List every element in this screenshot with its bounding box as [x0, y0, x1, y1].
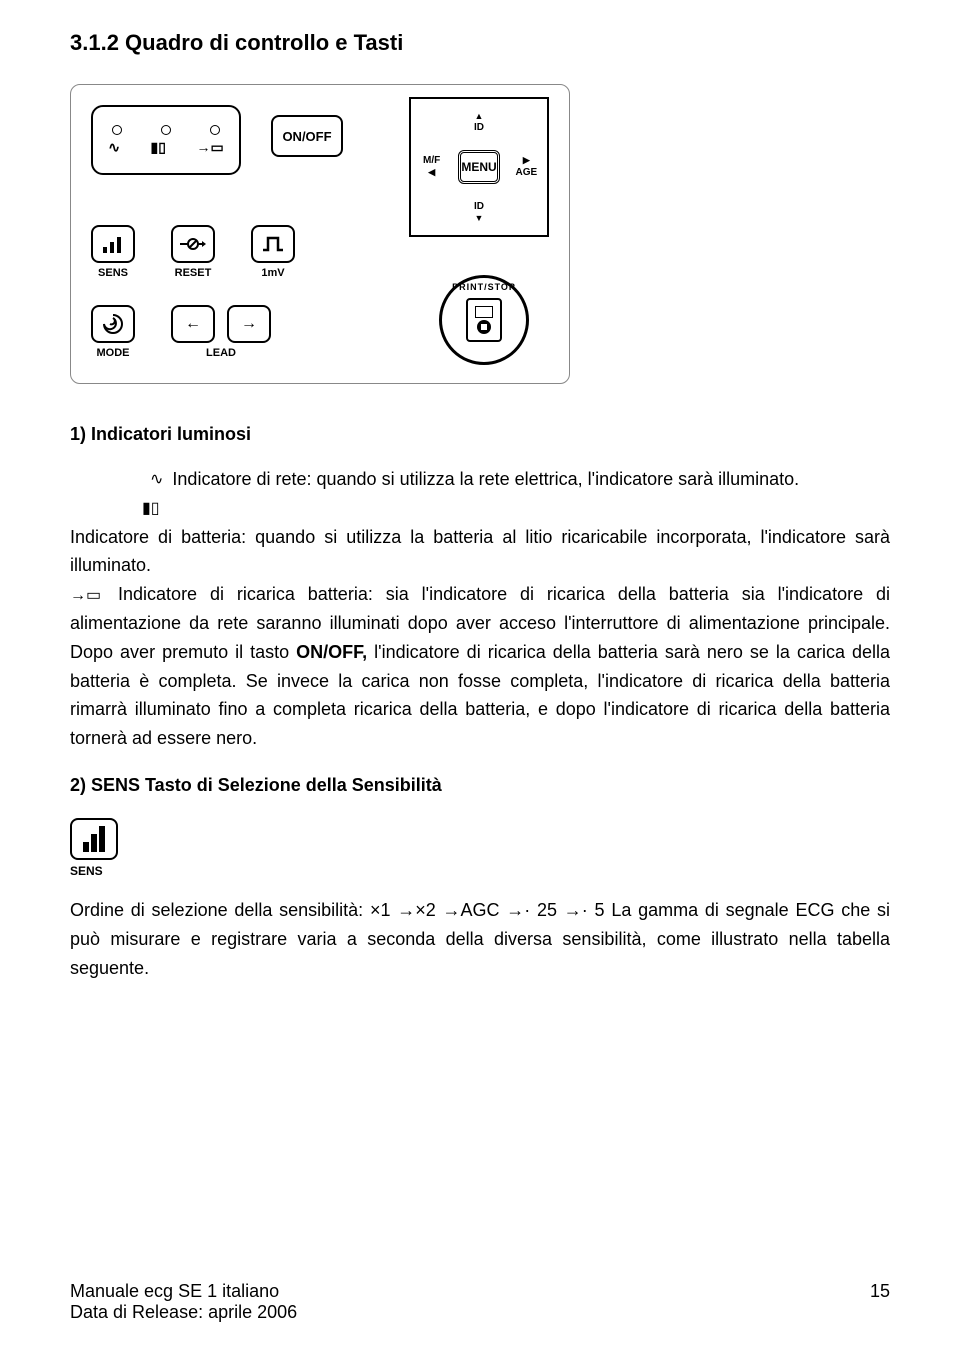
subsection-1-title: 1) Indicatori luminosi — [70, 424, 890, 445]
mode-label: MODE — [97, 347, 130, 359]
page-number: 15 — [870, 1281, 890, 1323]
menu-button[interactable]: MENU — [458, 150, 499, 183]
reset-label: RESET — [175, 267, 212, 279]
para-batteria: Indicatore di batteria: quando si utiliz… — [70, 527, 890, 576]
onoff-button[interactable]: ON/OFF — [271, 115, 343, 157]
dpad-down-button[interactable]: ID▼ — [452, 190, 505, 235]
indicator-led-group: ∿ ▮▯ →▭ — [91, 105, 241, 175]
lead-right-button[interactable]: → — [227, 305, 271, 343]
battery-inline-icon: ▮▯ — [142, 496, 160, 522]
charge-inline-icon: →▭ — [70, 583, 101, 609]
1mv-button[interactable] — [251, 225, 295, 263]
footer-release-date: Data di Release: aprile 2006 — [70, 1302, 297, 1323]
sens-figure: SENS — [70, 818, 890, 878]
control-panel-figure: ∿ ▮▯ →▭ ON/OFF ▲ID M/F◀ MENU ▶AGE ID▼ SE… — [70, 84, 570, 384]
para-sens: Ordine di selezione della sensibilità: ×… — [70, 896, 890, 982]
section-heading: 3.1.2 Quadro di controllo e Tasti — [70, 30, 890, 56]
wave-icon: ∿ — [108, 139, 120, 156]
subsection-2-title: 2) SENS Tasto di Selezione della Sensibi… — [70, 775, 890, 796]
wave-inline-icon: ∿ — [150, 467, 163, 493]
sens-button[interactable] — [91, 225, 135, 263]
print-stop-label: PRINT/STOP — [452, 282, 516, 292]
print-stop-button[interactable]: PRINT/STOP — [439, 275, 529, 365]
charge-icon: →▭ — [196, 139, 223, 156]
led-charge-icon — [210, 125, 220, 135]
sens-label: SENS — [98, 267, 128, 279]
lead-left-button[interactable]: ← — [171, 305, 215, 343]
led-battery-icon — [161, 125, 171, 135]
sens-figure-label: SENS — [70, 864, 890, 878]
lead-label: LEAD — [206, 347, 236, 359]
dpad-left-button[interactable]: M/F◀ — [411, 144, 452, 189]
1mv-label: 1mV — [261, 267, 284, 279]
footer-manual-title: Manuale ecg SE 1 italiano — [70, 1281, 297, 1302]
led-mains-icon — [112, 125, 122, 135]
reset-button[interactable] — [171, 225, 215, 263]
page-footer: Manuale ecg SE 1 italiano Data di Releas… — [70, 1281, 890, 1323]
dpad-group: ▲ID M/F◀ MENU ▶AGE ID▼ — [409, 97, 549, 237]
para-rete: Indicatore di rete: quando si utilizza l… — [172, 469, 799, 489]
dpad-up-button[interactable]: ▲ID — [452, 99, 505, 144]
battery-icon: ▮▯ — [151, 139, 166, 156]
dpad-right-button[interactable]: ▶AGE — [506, 144, 547, 189]
onoff-bold: ON/OFF, — [296, 642, 367, 662]
mode-button[interactable] — [91, 305, 135, 343]
sens-figure-button — [70, 818, 118, 860]
print-stop-inner-icon — [466, 298, 502, 342]
